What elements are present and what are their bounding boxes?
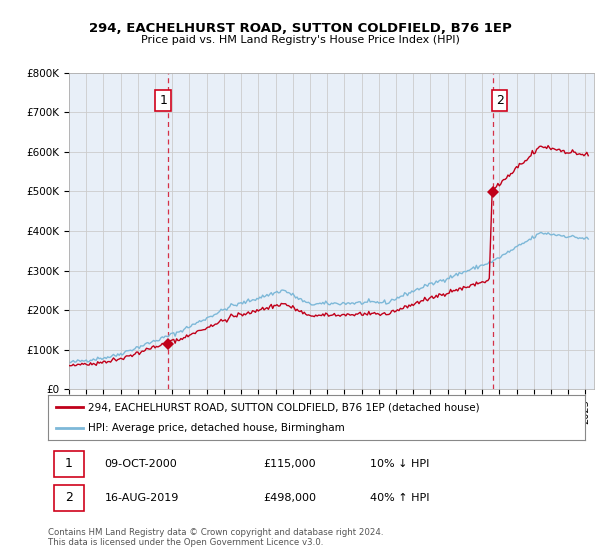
Text: Price paid vs. HM Land Registry's House Price Index (HPI): Price paid vs. HM Land Registry's House … — [140, 35, 460, 45]
Text: 40% ↑ HPI: 40% ↑ HPI — [370, 493, 430, 503]
Text: 16-AUG-2019: 16-AUG-2019 — [104, 493, 179, 503]
Text: 1: 1 — [159, 94, 167, 107]
Text: 10% ↓ HPI: 10% ↓ HPI — [370, 459, 430, 469]
Text: 2: 2 — [65, 492, 73, 505]
Text: HPI: Average price, detached house, Birmingham: HPI: Average price, detached house, Birm… — [88, 423, 345, 433]
Text: Contains HM Land Registry data © Crown copyright and database right 2024.
This d: Contains HM Land Registry data © Crown c… — [48, 528, 383, 547]
Text: 2: 2 — [496, 94, 503, 107]
FancyBboxPatch shape — [55, 485, 84, 511]
Text: 09-OCT-2000: 09-OCT-2000 — [104, 459, 177, 469]
Text: 1: 1 — [65, 458, 73, 470]
Text: 294, EACHELHURST ROAD, SUTTON COLDFIELD, B76 1EP: 294, EACHELHURST ROAD, SUTTON COLDFIELD,… — [89, 22, 511, 35]
Text: £498,000: £498,000 — [263, 493, 316, 503]
Text: 294, EACHELHURST ROAD, SUTTON COLDFIELD, B76 1EP (detached house): 294, EACHELHURST ROAD, SUTTON COLDFIELD,… — [88, 402, 480, 412]
FancyBboxPatch shape — [55, 451, 84, 477]
Text: £115,000: £115,000 — [263, 459, 316, 469]
